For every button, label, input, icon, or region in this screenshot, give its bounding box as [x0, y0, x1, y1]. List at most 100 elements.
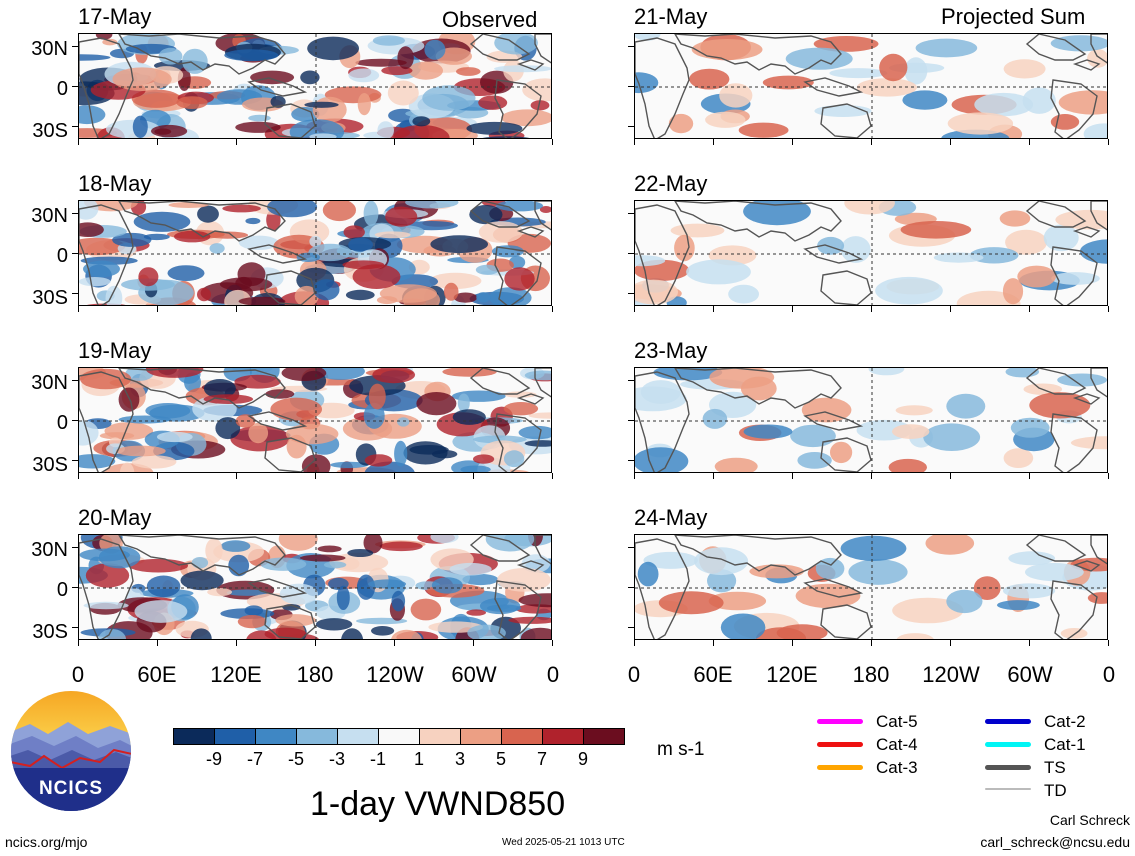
map-panel-observed-1 — [78, 33, 552, 139]
colorbar-swatch — [460, 728, 502, 745]
colorbar-tick-label: 1 — [413, 749, 424, 769]
colorbar-tick-label: 3 — [454, 749, 465, 769]
panel-date-observed-2: 18-May — [78, 171, 152, 196]
lat-tick — [628, 547, 634, 548]
lat-tick — [72, 587, 78, 588]
panel-date-observed-3: 19-May — [78, 338, 152, 363]
lon-tick — [634, 473, 635, 479]
lon-tick — [634, 306, 635, 312]
legend-swatch-cat-4 — [817, 742, 863, 747]
panel-date-observed-4: 20-May — [78, 505, 152, 530]
lon-label-left-120e: 120E — [210, 662, 262, 687]
ncics-logo-text: NCICS — [39, 778, 103, 799]
lon-tick — [950, 473, 951, 479]
lon-tick — [871, 473, 872, 479]
vwnd-field — [79, 368, 551, 472]
lon-tick — [315, 139, 316, 145]
footer-url[interactable]: ncics.org/mjo — [5, 834, 88, 850]
lon-tick — [394, 139, 395, 145]
map-panel-projected-3 — [634, 367, 1108, 473]
lon-tick — [871, 306, 872, 312]
colorbar-swatch — [296, 728, 338, 745]
lon-label-right-0: 0 — [627, 662, 641, 687]
vwnd-field — [635, 535, 1107, 639]
colorbar-swatch — [501, 728, 543, 745]
lon-tick — [950, 139, 951, 145]
lon-label-right-180: 180 — [852, 662, 890, 687]
legend-swatch-cat-1 — [985, 742, 1031, 747]
footer-email[interactable]: carl_schreck@ncsu.edu — [980, 834, 1130, 850]
lon-tick — [236, 306, 237, 312]
lon-tick — [634, 139, 635, 145]
legend-label-cat-1: Cat-1 — [1044, 735, 1086, 754]
lat-tick — [72, 460, 78, 461]
vwnd-field — [635, 201, 1107, 305]
legend-label-cat-2: Cat-2 — [1044, 712, 1086, 731]
colorbar-units: m s-1 — [657, 739, 705, 760]
lat-tick — [628, 420, 634, 421]
lat-label-eq-row1: 0 — [56, 78, 68, 100]
map-panel-observed-3 — [78, 367, 552, 473]
lon-tick — [473, 139, 474, 145]
lon-tick — [315, 473, 316, 479]
lon-tick — [473, 640, 474, 646]
panel-date-projected-3: 23-May — [634, 338, 708, 363]
colorbar-swatch — [542, 728, 584, 745]
lon-tick — [1108, 139, 1109, 145]
map-panel-projected-4 — [634, 534, 1108, 640]
legend-label-ts: TS — [1044, 758, 1066, 777]
lat-tick — [72, 126, 78, 127]
lat-tick — [72, 627, 78, 628]
colorbar-tick-label: -5 — [287, 749, 304, 769]
lon-tick — [713, 306, 714, 312]
ncics-logo[interactable]: NCICS — [10, 690, 132, 812]
legend-label-cat-3: Cat-3 — [876, 758, 918, 777]
lon-tick — [1029, 640, 1030, 646]
colorbar-tick-label: -1 — [369, 749, 386, 769]
vwnd-field — [79, 34, 551, 138]
lon-tick — [871, 640, 872, 646]
colorbar-swatch — [583, 728, 625, 745]
vwnd-field — [635, 34, 1107, 138]
lat-tick — [72, 253, 78, 254]
lat-label-30s-row3: 30S — [32, 454, 68, 476]
lon-tick — [78, 139, 79, 145]
lon-label-right-60e: 60E — [693, 662, 733, 687]
lon-tick — [552, 139, 553, 145]
lon-label-right-60w: 60W — [1007, 662, 1053, 687]
lon-tick — [78, 640, 79, 646]
lat-label-30s-row4: 30S — [32, 621, 68, 643]
vwnd-field — [79, 535, 551, 639]
colorbar-swatch — [173, 728, 215, 745]
footer-author: Carl Schreck — [1049, 812, 1130, 828]
lon-tick — [792, 473, 793, 479]
legend-swatch-td — [985, 788, 1031, 790]
colorbar-tick-label: -9 — [205, 749, 222, 769]
lat-tick — [628, 46, 634, 47]
colorbar-tick-label: 5 — [495, 749, 506, 769]
lat-tick — [72, 46, 78, 47]
lat-tick — [628, 86, 634, 87]
panel-date-projected-4: 24-May — [634, 505, 708, 530]
lon-label-left-0: 0 — [71, 662, 85, 687]
lon-tick — [157, 473, 158, 479]
lat-label-eq-row2: 0 — [56, 245, 68, 267]
lon-label-left-120w: 120W — [366, 662, 424, 687]
lon-label-right-120w: 120W — [922, 662, 980, 687]
lat-tick — [628, 213, 634, 214]
colorbar-swatch — [214, 728, 256, 745]
lon-tick — [394, 640, 395, 646]
lon-tick — [315, 306, 316, 312]
lat-label-30n-row1: 30N — [31, 38, 68, 60]
map-panel-observed-2 — [78, 200, 552, 306]
lon-label-left-60e: 60E — [137, 662, 177, 687]
map-panel-projected-2 — [634, 200, 1108, 306]
lon-tick — [1029, 306, 1030, 312]
lon-label-right-120e: 120E — [766, 662, 818, 687]
lat-tick — [72, 86, 78, 87]
lon-tick — [473, 306, 474, 312]
lon-tick — [713, 473, 714, 479]
lon-tick — [157, 306, 158, 312]
lat-label-30s-row1: 30S — [32, 120, 68, 142]
lon-tick — [1029, 139, 1030, 145]
